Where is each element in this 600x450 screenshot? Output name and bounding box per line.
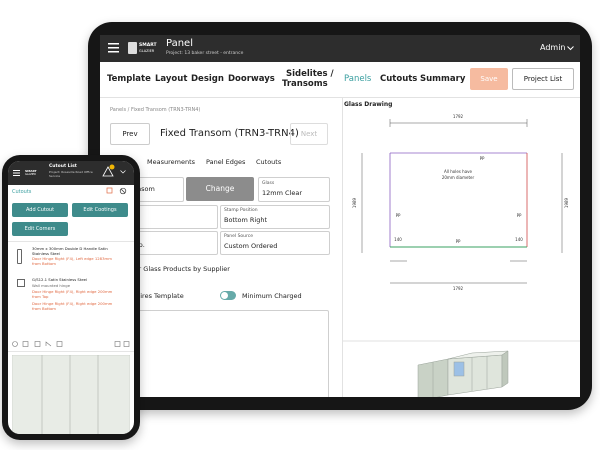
- width-dimension: 1792: [453, 286, 464, 291]
- logo-text: SMART: [139, 43, 157, 48]
- item-detail: Door Hinge Right (F4), Left edge 1283mm …: [32, 256, 112, 266]
- chevron: [120, 170, 126, 174]
- notes-area[interactable]: [130, 310, 329, 397]
- tab[interactable]: Measurements: [147, 158, 196, 166]
- nav-item[interactable]: Design: [191, 74, 224, 84]
- tab[interactable]: Cutouts: [256, 158, 282, 166]
- drawing-note: 20mm diameter: [442, 175, 475, 180]
- menu-icon[interactable]: [108, 43, 119, 53]
- template-label: quires Template: [132, 292, 184, 300]
- nav-item[interactable]: Sidelites /: [286, 69, 334, 79]
- save-button[interactable]: Save: [470, 68, 508, 90]
- button-label: Edit Corners: [24, 226, 56, 232]
- warning-icon[interactable]: [101, 164, 115, 178]
- handle-icon: [17, 249, 22, 264]
- edit-corners-button[interactable]: Edit Corners: [12, 222, 68, 236]
- toggle-knob: [221, 292, 228, 299]
- minimum-charged-label: Minimum Charged: [242, 292, 302, 300]
- item-detail: Door Hinge Right (F4), Right edge 200mm …: [32, 289, 113, 299]
- divider: [8, 241, 134, 242]
- pp-label: PP: [480, 156, 485, 161]
- header-bar: [100, 35, 580, 62]
- item-name: G/S12.1 Satin Stainless Steel: [32, 277, 88, 282]
- offset-label: 140: [394, 237, 402, 242]
- pp-label: PP: [456, 239, 461, 244]
- nav-item-active[interactable]: Panels: [344, 74, 372, 84]
- logo-text: GLAZIER: [139, 49, 155, 53]
- item-detail: Door Hinge Right (F4), Right edge 200mm …: [32, 301, 113, 311]
- view-toolbar[interactable]: [11, 340, 131, 348]
- divider: [342, 97, 343, 397]
- filter-checkbox-label: ter Glass Products by Supplier: [132, 265, 230, 273]
- edit-coatings-button[interactable]: Edit Cootings: [72, 203, 128, 217]
- nav-item[interactable]: Cutouts: [380, 74, 418, 84]
- logo-text: GLAZIER: [25, 173, 36, 176]
- toggle[interactable]: [220, 291, 236, 300]
- nav-item[interactable]: Layout: [155, 74, 188, 84]
- glass-value: 12mm Clear: [262, 189, 302, 197]
- height-dimension: 1989: [352, 197, 357, 208]
- hinge-icon: [17, 279, 25, 287]
- source-value: Custom Ordered: [224, 242, 278, 250]
- section-dropdown[interactable]: Cutouts: [12, 189, 32, 195]
- next-button[interactable]: Next: [290, 123, 328, 145]
- save-label: Save: [480, 75, 498, 83]
- pp-label: PP: [517, 213, 522, 218]
- header-title: Panel: [166, 38, 193, 49]
- supplier-value: rp.: [136, 241, 145, 249]
- source-field[interactable]: [220, 231, 330, 255]
- divider: [100, 97, 580, 98]
- tablet-screen: SMART GLAZIER Panel Project: 13 baker st…: [100, 35, 580, 397]
- stamp-value: Bottom Right: [224, 216, 268, 224]
- prev-button[interactable]: Prev: [110, 123, 150, 145]
- phone-project: Project: Roseville Road Office Service: [49, 170, 93, 178]
- phone-title: Cutout List: [49, 164, 77, 169]
- next-label: Next: [300, 130, 318, 138]
- logo-text: SMART: [25, 169, 37, 173]
- nav-item[interactable]: Template: [107, 74, 151, 84]
- button-label: Add Cutout: [25, 207, 55, 213]
- change-button[interactable]: Change: [186, 177, 254, 201]
- name-value: nsom: [137, 185, 155, 193]
- item-sub: Wall mounted hinge: [32, 283, 71, 288]
- header-project: Project: 13 baker street - entrance: [166, 51, 244, 56]
- project-list-button[interactable]: Project List: [512, 68, 574, 90]
- height-dimension: 1989: [564, 197, 569, 208]
- nav-item[interactable]: Doorways: [228, 74, 275, 84]
- stamp-field[interactable]: [220, 205, 330, 229]
- drawing-note: All holes have: [444, 169, 472, 174]
- divider: [8, 351, 134, 352]
- source-label: Panel Source: [224, 234, 254, 239]
- offset-label: 140: [515, 237, 523, 242]
- breadcrumb: Panels / Fixed Transom (TRN3-TRN4): [110, 107, 201, 113]
- nav-item[interactable]: Summary: [420, 74, 466, 84]
- change-label: Change: [205, 184, 235, 193]
- width-dimension: 1792: [453, 114, 464, 119]
- nav-item[interactable]: Transoms: [282, 79, 328, 89]
- drawing-title: Glass Drawing: [344, 101, 393, 108]
- menu-icon[interactable]: [13, 170, 20, 176]
- prev-label: Prev: [122, 130, 138, 138]
- toolbar-icons[interactable]: [106, 187, 130, 195]
- glass-drawing: 1792 1792 1989 1989 All holes have 20mm …: [342, 114, 580, 397]
- pp-label: PP: [396, 213, 401, 218]
- stamp-label: Stamp Position: [224, 208, 258, 213]
- button-label: Edit Cootings: [83, 207, 117, 213]
- panel-preview: [12, 355, 130, 434]
- logo-icon: [128, 42, 137, 54]
- add-cutout-button[interactable]: Add Cutout: [12, 203, 68, 217]
- phone-screen: SMART GLAZIER Cutout List Project: Rosev…: [8, 161, 134, 434]
- chevron: [567, 46, 574, 51]
- user-menu[interactable]: Admin: [540, 43, 566, 52]
- panel-title: Fixed Transom (TRN3-TRN4): [160, 128, 299, 139]
- glass-field[interactable]: [258, 177, 330, 202]
- tab[interactable]: Panel Edges: [206, 158, 246, 166]
- project-list-label: Project List: [523, 75, 563, 83]
- item-name: 30mm x 300mm Double D Handle Satin Stain…: [32, 246, 108, 256]
- glass-label: Glass: [262, 181, 275, 186]
